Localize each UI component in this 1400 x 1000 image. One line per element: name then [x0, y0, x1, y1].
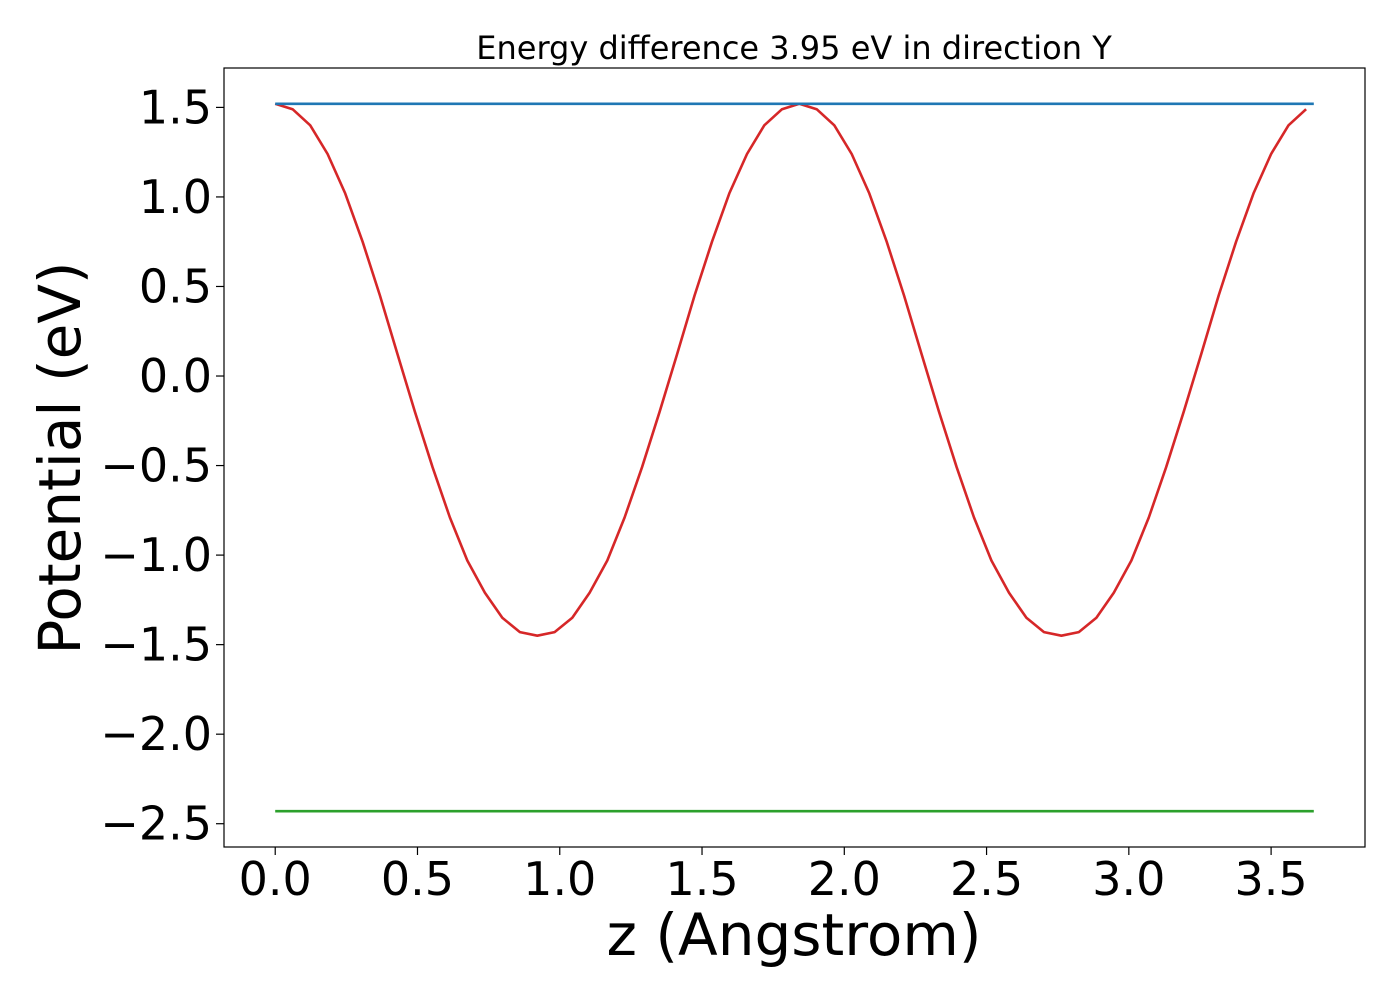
- y-tick-label: −0.5: [100, 439, 212, 493]
- x-tick-label: 1.5: [665, 852, 738, 906]
- y-tick-label: 0.5: [139, 259, 212, 313]
- x-tick-label: 1.0: [523, 852, 596, 906]
- series-line-1: [274, 102, 1307, 638]
- plot-frame: [223, 67, 1366, 848]
- x-tick-label: 2.5: [950, 852, 1023, 906]
- x-axis-label: z (Angstrom): [607, 901, 982, 969]
- x-tick-label: 0.5: [381, 852, 454, 906]
- x-tick-label: 3.5: [1235, 852, 1308, 906]
- y-tick-label: 1.0: [139, 170, 212, 224]
- plot-lines: [274, 102, 1314, 813]
- chart-title: Energy difference 3.95 eV in direction Y: [476, 29, 1112, 67]
- y-tick-label: −2.0: [100, 707, 212, 761]
- x-axis-ticks: 0.0 0.5 1.0 1.5 2.0 2.5 3.0 3.5: [239, 847, 1308, 906]
- y-tick-label: −2.5: [100, 797, 212, 851]
- y-tick-label: −1.0: [100, 528, 212, 582]
- y-tick-label: 1.5: [139, 80, 212, 134]
- y-tick-label: 0.0: [139, 349, 212, 403]
- y-tick-label: −1.5: [100, 618, 212, 672]
- x-tick-label: 2.0: [808, 852, 881, 906]
- y-axis-label: Potential (eV): [26, 261, 94, 654]
- x-tick-label: 0.0: [239, 852, 312, 906]
- y-axis-ticks: 1.5 1.0 0.5 0.0 −0.5 −1.0 −1.5 −2.0 −2.5: [100, 80, 224, 851]
- x-tick-label: 3.0: [1092, 852, 1165, 906]
